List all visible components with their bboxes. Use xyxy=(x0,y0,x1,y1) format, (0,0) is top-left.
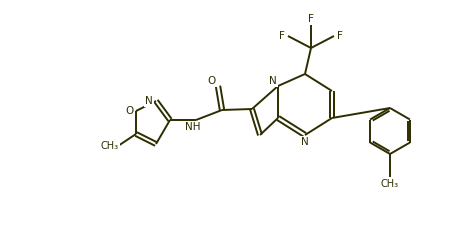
Text: N: N xyxy=(269,76,277,86)
Text: F: F xyxy=(337,31,343,41)
Text: CH₃: CH₃ xyxy=(381,179,399,189)
Text: F: F xyxy=(279,31,285,41)
Text: CH₃: CH₃ xyxy=(101,141,119,151)
Text: N: N xyxy=(145,96,153,106)
Text: O: O xyxy=(125,106,133,116)
Text: F: F xyxy=(308,14,314,24)
Text: O: O xyxy=(208,76,216,86)
Text: NH: NH xyxy=(185,122,201,132)
Text: N: N xyxy=(301,137,309,147)
